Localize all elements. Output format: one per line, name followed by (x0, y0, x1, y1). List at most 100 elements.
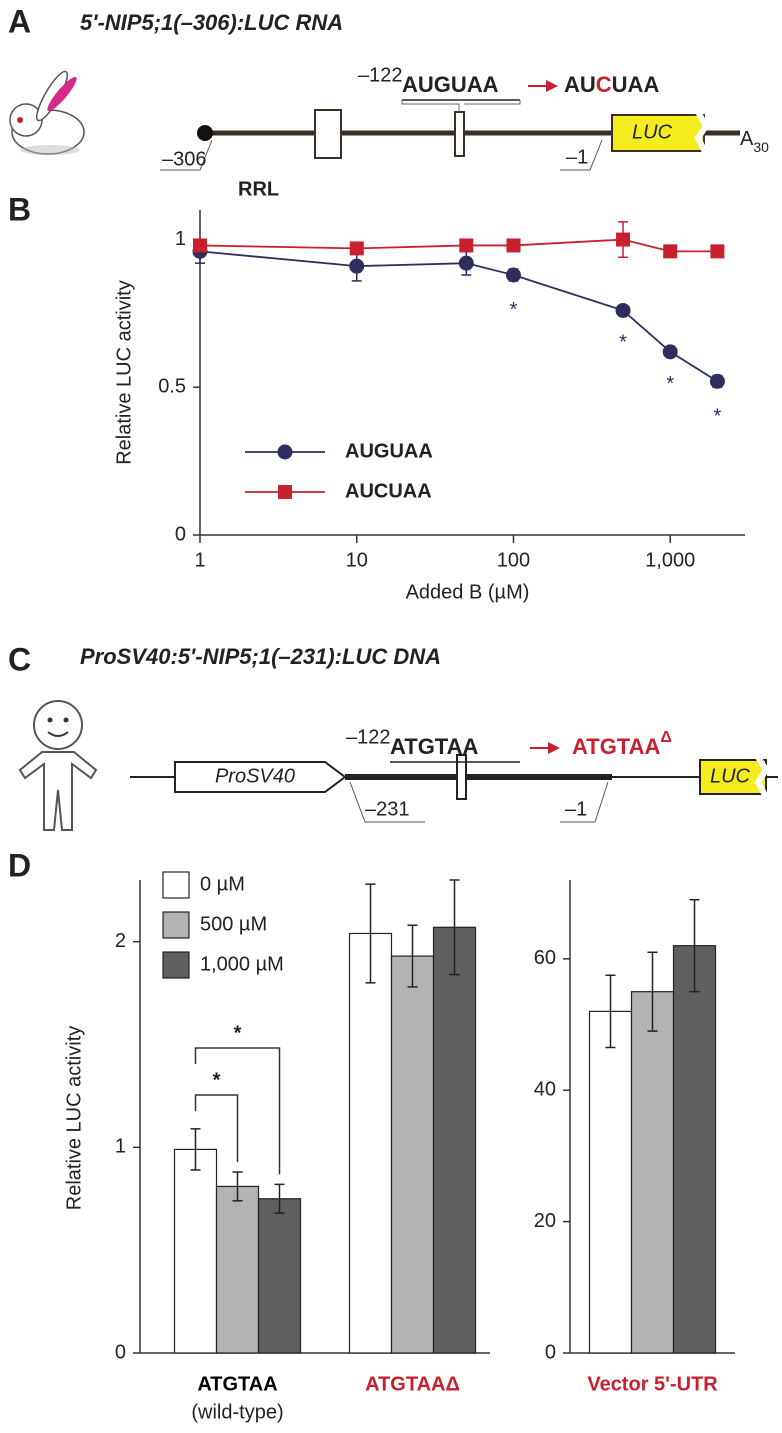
leader (560, 139, 603, 171)
promoter-label: ProSV40 (215, 765, 295, 787)
bar (672, 945, 717, 1354)
wild-type-seq: AUGUAA (402, 72, 499, 97)
panel-label: C (8, 641, 31, 677)
panel-label: B (8, 191, 31, 227)
x-tick-label: Vector 5'-UTR (587, 1373, 718, 1395)
reporter-label: LUC (710, 765, 751, 787)
promoter-box (174, 761, 347, 793)
point (505, 267, 521, 283)
y-axis-label: Relative LUC activity (63, 1026, 85, 1211)
person-icon (18, 700, 98, 831)
mutant-part: AU (564, 72, 596, 97)
legend-marker (277, 444, 293, 460)
motif-box (456, 754, 467, 800)
significance-mark: * (619, 332, 627, 354)
position-label: –231 (365, 798, 410, 820)
uorf-box (314, 109, 342, 159)
x-tick-label: 1 (194, 549, 205, 571)
point (710, 244, 725, 259)
bar (390, 955, 435, 1354)
diagram-title: ProSV40:5'-NIP5;1(–231):LUC DNA (80, 644, 441, 669)
position-label: –1 (566, 146, 588, 168)
y-tick-label: 0 (545, 1341, 556, 1363)
poly-a-base: A (740, 128, 754, 150)
significance-mark: * (213, 1069, 221, 1091)
significance-mark: * (714, 406, 722, 428)
point (616, 232, 631, 247)
significance-mark: * (666, 373, 674, 395)
mutant-mark: Δ (660, 729, 672, 746)
position-label: –122 (346, 726, 391, 748)
mutant-seq: ATGTAAΔ (572, 729, 672, 759)
panel-label: D (8, 847, 31, 883)
point (615, 302, 631, 318)
legend-label: AUCUAA (345, 480, 432, 502)
point (349, 241, 364, 256)
poly-a: A30 (740, 128, 769, 154)
bar (257, 1198, 302, 1354)
bar (588, 1010, 633, 1354)
reporter-label: LUC (632, 121, 673, 143)
significance-bracket (194, 1047, 281, 1175)
arrow-head (548, 742, 560, 754)
mutant-part: ATGTAA (572, 734, 660, 759)
position-label: –306 (162, 148, 207, 170)
x-tick-label: 100 (497, 549, 530, 571)
legend-swatch (162, 911, 190, 939)
rabbit-icon (9, 70, 85, 155)
bar (348, 932, 393, 1354)
arrow-head (546, 80, 558, 92)
point (458, 255, 474, 271)
point (193, 238, 207, 253)
position-label: –1 (565, 798, 587, 820)
position-label: –122 (358, 64, 403, 86)
bar (432, 926, 477, 1354)
category-note: (wild-type) (191, 1401, 283, 1423)
luc-box (699, 759, 767, 795)
point (349, 258, 365, 274)
leader (160, 139, 213, 171)
x-axis-label: Added B (µM) (406, 581, 530, 603)
y-tick-label: 20 (534, 1210, 556, 1232)
mutant-part: C (596, 72, 612, 97)
point (506, 238, 521, 253)
x-tick-label: 1,000 (645, 549, 695, 571)
legend-label: 500 µM (200, 913, 267, 935)
significance-mark: * (510, 299, 518, 321)
x-tick-label: 10 (346, 549, 368, 571)
mutant-part: UAA (612, 72, 660, 97)
x-tick-label: ATGTAAΔ (365, 1373, 460, 1395)
y-tick-label: 0.5 (158, 376, 186, 398)
diagram-title: 5'-NIP5;1(–306):LUC RNA (80, 10, 343, 35)
leader (560, 781, 609, 823)
significance-mark: * (234, 1022, 242, 1044)
legend-marker (278, 485, 292, 499)
legend-label: 0 µM (200, 873, 245, 895)
bar (173, 1148, 218, 1354)
significance-bracket (194, 1094, 239, 1163)
y-tick-label: 1 (175, 228, 186, 250)
break-mark (754, 755, 770, 799)
bar (630, 991, 675, 1354)
x-tick-label: ATGTAA (197, 1373, 277, 1395)
series-line (199, 238, 718, 253)
point (459, 238, 474, 253)
leader (349, 781, 425, 823)
cap (197, 125, 213, 141)
y-tick-label: 1 (115, 1136, 126, 1158)
legend-label: AUGUAA (345, 440, 433, 462)
bar (215, 1185, 260, 1354)
legend-label: 1,000 µM (200, 953, 284, 975)
legend-swatch (162, 951, 190, 979)
wild-type-seq: ATGTAA (390, 734, 478, 759)
y-tick-label: 40 (534, 1079, 556, 1101)
point (663, 244, 678, 259)
y-tick-label: 2 (115, 930, 126, 952)
y-tick-label: 0 (175, 523, 186, 545)
chart-label: RRL (238, 178, 279, 200)
point (662, 344, 678, 360)
y-axis-label: Relative LUC activity (113, 280, 135, 465)
break-mark (694, 110, 710, 156)
